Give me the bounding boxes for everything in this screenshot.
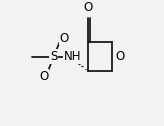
Text: O: O [40, 70, 49, 83]
Text: S: S [50, 50, 57, 63]
Text: O: O [84, 1, 93, 14]
Text: O: O [59, 32, 68, 45]
Text: NH: NH [64, 50, 82, 63]
Text: O: O [115, 50, 125, 63]
